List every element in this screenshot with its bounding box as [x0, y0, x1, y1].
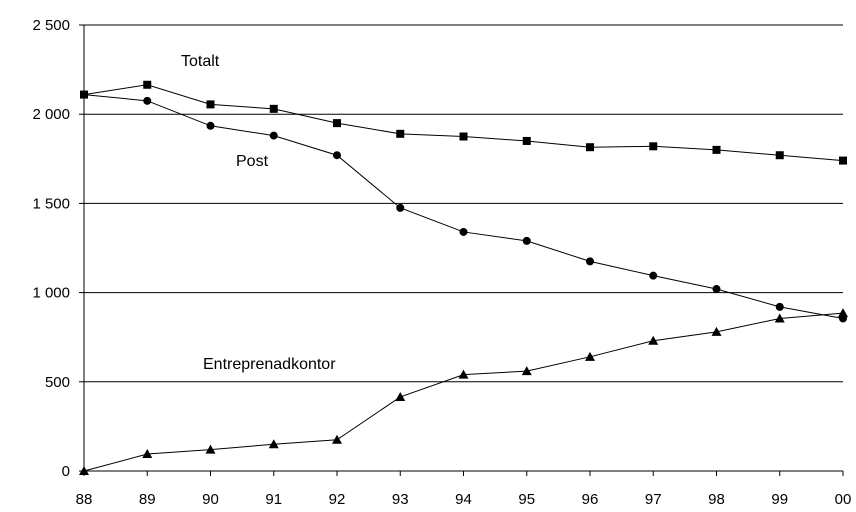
data-point-entreprenadkontor [268, 439, 279, 449]
data-point-entreprenadkontor [332, 434, 342, 444]
xtick-label: 98 [708, 491, 725, 508]
gridlines [84, 24, 843, 383]
data-point-post [143, 96, 152, 105]
xtick-label: 95 [518, 491, 535, 508]
ytick-label: 500 [45, 374, 70, 391]
data-point-entreprenadkontor [142, 449, 153, 459]
data-point-totalt [586, 143, 594, 152]
ytick-label: 2 500 [32, 17, 70, 34]
data-point-totalt [396, 129, 405, 138]
series-group [79, 80, 848, 475]
data-point-totalt [269, 104, 278, 113]
data-point-post [775, 302, 784, 311]
data-point-post [649, 271, 658, 280]
data-point-entreprenadkontor [79, 466, 89, 475]
series-line-totalt [83, 84, 844, 162]
data-point-totalt [649, 142, 658, 151]
ytick-label: 1 000 [32, 285, 70, 302]
series-line-post [83, 94, 844, 319]
data-point-post [206, 121, 215, 130]
data-point-post [80, 90, 88, 99]
series-line-entreprenadkontor [83, 312, 844, 472]
ytick-label: 1 500 [32, 195, 70, 212]
data-point-totalt [333, 119, 341, 128]
data-point-entreprenadkontor [395, 391, 406, 401]
data-point-totalt [143, 80, 152, 89]
tick-marks [79, 24, 844, 476]
series-totalt [80, 80, 847, 165]
data-point-post [586, 257, 594, 266]
xtick-label: 89 [139, 491, 156, 508]
data-point-entreprenadkontor [648, 335, 659, 345]
ytick-label: 0 [62, 463, 70, 480]
data-point-totalt [712, 145, 721, 154]
series-labels: Totalt Post Entreprenadkontor [181, 53, 336, 373]
data-point-post [269, 131, 278, 140]
data-point-entreprenadkontor [205, 444, 216, 454]
data-point-entreprenadkontor [711, 326, 722, 336]
data-point-post [522, 236, 531, 245]
xtick-label: 00 [835, 491, 852, 508]
series-entreprenadkontor [79, 308, 848, 475]
data-point-entreprenadkontor [774, 313, 785, 323]
data-point-entreprenadkontor [838, 308, 848, 318]
data-point-entreprenadkontor [521, 366, 532, 376]
axes [83, 25, 843, 472]
series-post [80, 90, 847, 323]
series-label-post: Post [236, 153, 269, 170]
xtick-label: 96 [582, 491, 599, 508]
xtick-label: 94 [455, 491, 472, 508]
data-point-totalt [206, 100, 215, 109]
xtick-label: 91 [265, 491, 282, 508]
data-point-entreprenadkontor [585, 351, 595, 361]
data-point-post [396, 203, 405, 212]
xtick-label: 88 [76, 491, 93, 508]
xtick-label: 93 [392, 491, 409, 508]
data-point-totalt [459, 132, 468, 141]
data-point-post [459, 227, 468, 236]
series-label-totalt: Totalt [181, 53, 220, 70]
xtick-label: 99 [771, 491, 788, 508]
xtick-label: 90 [202, 491, 219, 508]
data-point-post [333, 151, 341, 160]
xtick-label: 92 [329, 491, 346, 508]
x-tick-labels: 88 89 90 91 92 93 94 95 96 97 98 99 00 [76, 491, 852, 508]
data-point-post [712, 285, 721, 294]
data-point-entreprenadkontor [458, 369, 469, 379]
ytick-label: 2 000 [32, 106, 70, 123]
xtick-label: 97 [645, 491, 662, 508]
data-point-totalt [775, 151, 784, 160]
data-point-totalt [839, 156, 847, 165]
data-point-totalt [522, 136, 531, 145]
y-tick-labels: 0 500 1 000 1 500 2 000 2 500 [32, 17, 70, 480]
series-label-entreprenadkontor: Entreprenadkontor [203, 356, 336, 373]
